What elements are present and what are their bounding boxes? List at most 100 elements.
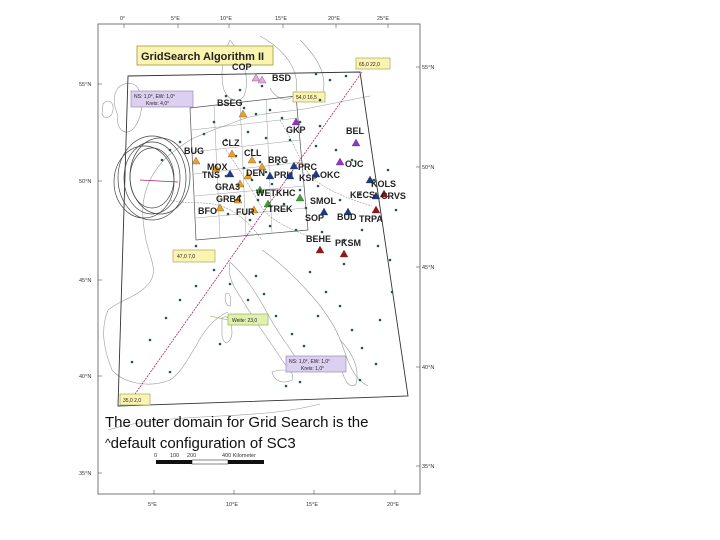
station-triangle (251, 73, 261, 82)
tick-top: 0° (120, 16, 125, 22)
tick-left: 40°N (79, 374, 91, 380)
info-north-line2: Kreis: 4,0° (146, 101, 169, 107)
tick-right: 35°N (422, 464, 434, 470)
station-triangle (295, 193, 305, 202)
station-triangle (291, 117, 301, 126)
tick-bottom: 20°E (387, 502, 399, 508)
station-bud: BUD (337, 207, 357, 222)
station-label: BFO (198, 206, 217, 216)
station-label: BEHE (306, 234, 331, 244)
station-ojc: OJC (335, 157, 364, 169)
station-den: DEN (243, 168, 265, 180)
station-label: BRG (268, 155, 288, 165)
station-label: BUD (337, 212, 357, 222)
caption-line-2: default configuration of SC3 (110, 435, 296, 452)
station-label: PRU (274, 170, 293, 180)
station-triangle (335, 157, 345, 166)
tick-left: 35°N (79, 471, 91, 477)
station-gra3: GRA3 (215, 179, 245, 192)
station-label: FUR (236, 207, 255, 217)
caption-marker: ^ (105, 436, 111, 450)
station-triangle (255, 185, 265, 194)
station-bfo: BFO (198, 203, 225, 216)
station-triangle (311, 169, 321, 178)
corner-sw-inner-text: 47,0 7,0 (177, 254, 195, 260)
tick-top: 20°E (328, 16, 340, 22)
station-triangle (233, 195, 243, 204)
caption: The outer domain for Grid Search is the … (105, 412, 368, 454)
station-label: WETKHC (256, 188, 296, 198)
top-tick-labels: 0° 5°E 10°E 15°E 20°E 25°E (120, 16, 389, 22)
station-label: PRC (298, 162, 318, 172)
station-label: CRVS (381, 191, 406, 201)
inner-search-region (189, 95, 309, 241)
station-label: MOX (207, 162, 228, 172)
station-label: OJC (345, 159, 364, 169)
station-bseg: BSEG (217, 98, 248, 118)
right-tick-labels: 55°N 50°N 45°N 40°N 35°N (422, 65, 434, 470)
station-label: SMOL (310, 196, 337, 206)
bottom-tick-labels: 5°E 10°E 15°E 20°E (148, 502, 399, 508)
left-tick-labels: 55°N 50°N 45°N 40°N 35°N (79, 82, 91, 477)
caption-line-1: The outer domain for Grid Search is the (105, 414, 369, 431)
station-bel: BEL (346, 126, 365, 147)
map-title: GridSearch Algorithm II (141, 51, 264, 63)
station-label: KOLS (371, 179, 396, 189)
station-label: BSEG (217, 98, 243, 108)
station-label: GKP (286, 125, 306, 135)
station-triangle (225, 169, 235, 178)
scale-label: 0 (154, 453, 157, 459)
station-triangle (343, 207, 353, 216)
tick-right: 50°N (422, 165, 434, 171)
tick-top: 25°E (377, 16, 389, 22)
station-triangle (211, 163, 221, 172)
station-bug: BUG (184, 146, 204, 165)
station-triangle (227, 149, 237, 158)
station-triangle (351, 138, 361, 147)
station-triangle (257, 162, 267, 171)
station-triangle (365, 175, 375, 184)
station-triangle (289, 161, 299, 170)
station-triangle (371, 191, 381, 200)
station-mox: MOX (207, 162, 228, 172)
station-triangle (235, 179, 245, 188)
station-triangle (285, 171, 295, 180)
station-label: BEL (346, 126, 365, 136)
station-tns: TNS (202, 169, 235, 180)
corner-ne-outer-text: 65,0 22,0 (359, 62, 380, 68)
tick-top: 10°E (220, 16, 232, 22)
diagonal-grid-line (127, 71, 363, 405)
station-label: PKSM (335, 238, 361, 248)
coastlines (101, 35, 373, 431)
station-triangle (319, 207, 329, 216)
station-bsd: BSD (257, 73, 292, 84)
station-triangle (379, 189, 389, 198)
station-kecs: KECS (350, 190, 381, 200)
tick-right: 55°N (422, 65, 434, 71)
tick-bottom: 15°E (306, 502, 318, 508)
station-triangle (249, 205, 259, 214)
tick-bottom: 10°E (226, 502, 238, 508)
station-crvs: CRVS (379, 189, 406, 201)
scale-label: 100 (170, 453, 179, 459)
station-label: SOP (305, 213, 324, 223)
station-wetkhc: WETKHC (255, 185, 296, 198)
station-pksm: PKSM (335, 238, 361, 258)
station-triangle (243, 171, 253, 180)
corner-label-sw-inner: 47,0 7,0 (172, 249, 216, 263)
station-okc: OKC (311, 169, 341, 180)
station-ksp: KSP (285, 171, 318, 183)
station-dots (130, 72, 398, 388)
station-label: COP (232, 62, 252, 72)
info-box-north: NS: 1,0°, EW: 1,0° Kreis: 4,0° (130, 90, 194, 108)
tick-left: 55°N (79, 82, 91, 88)
station-label: TNS (202, 170, 220, 180)
station-triangle (371, 205, 381, 214)
station-label: TREK (268, 204, 293, 214)
tick-top: 5°E (171, 16, 180, 22)
station-label: BSD (272, 73, 292, 83)
corner-ne-inner-text: 54,0 16,5 (296, 95, 317, 101)
station-triangle (215, 203, 225, 212)
tick-right: 45°N (422, 265, 434, 271)
tick-top: 15°E (275, 16, 287, 22)
